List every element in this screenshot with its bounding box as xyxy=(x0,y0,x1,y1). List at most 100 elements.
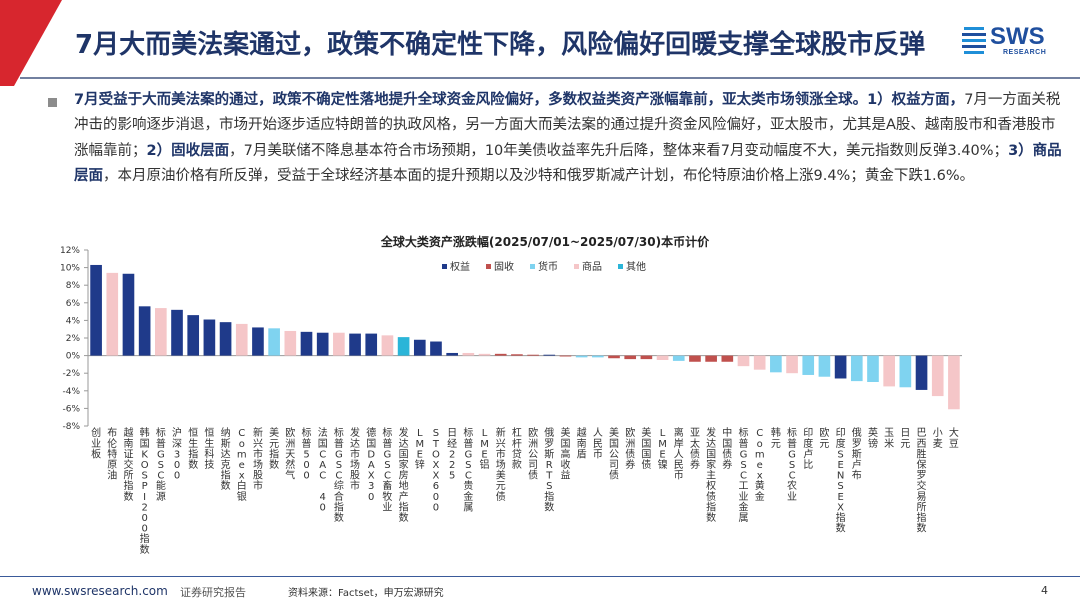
logo-text: SWS xyxy=(990,23,1045,50)
bar xyxy=(106,272,119,356)
bar xyxy=(381,335,394,356)
x-tick-label: 亚太债券 xyxy=(690,428,700,471)
chart-legend: 权益 固收 货币 商品 其他 xyxy=(442,260,646,273)
bar xyxy=(753,355,766,370)
bar xyxy=(737,355,750,367)
x-tick-label: 越南盾 xyxy=(577,426,587,460)
x-tick-label: 沪深 3 0 0 xyxy=(172,426,182,481)
x-tick-label: 美国公司债 xyxy=(609,426,619,481)
bullet-square-icon xyxy=(48,98,57,107)
y-tick-label: -2% xyxy=(62,369,80,379)
bar xyxy=(511,354,523,356)
y-tick-label: 0% xyxy=(66,352,81,362)
y-tick-label: -6% xyxy=(62,404,80,414)
x-tick-label: 印度卢比 xyxy=(803,427,813,471)
x-tick-label: 印度 S E N S E X 指数 xyxy=(836,427,846,534)
bar xyxy=(948,355,960,410)
x-tick-label: 新兴市场股市 xyxy=(253,426,263,492)
legend-swatch xyxy=(530,264,535,269)
y-tick-label: -8% xyxy=(62,422,80,432)
footer-report-type: 证券研究报告 xyxy=(180,586,246,599)
bar xyxy=(446,352,458,356)
x-tick-label: 美元指数 xyxy=(269,426,279,471)
summary-paragraph: 7月受益于大而美法案的通过，政策不确定性落地提升全球资金风险偏好，多数权益类资产… xyxy=(74,88,1064,190)
bar xyxy=(187,315,200,356)
logo-subtext: RESEARCH xyxy=(1003,49,1047,56)
y-tick-label: 8% xyxy=(66,281,81,291)
y-tick-label: 10% xyxy=(60,264,80,274)
x-tick-label: 发达国家房地产指数 xyxy=(399,426,409,524)
bar xyxy=(786,355,798,374)
bar xyxy=(138,306,151,356)
bar xyxy=(284,330,297,356)
x-tick-label: 发达市场股市 xyxy=(350,426,360,492)
summary-bold-1: 7月受益于大而美法案的通过，政策不确定性落地提升全球资金风险偏好，多数权益类资产… xyxy=(74,92,965,108)
bar xyxy=(818,355,831,377)
sws-logo-icon xyxy=(962,27,986,54)
bar xyxy=(608,355,620,359)
bar xyxy=(883,355,895,387)
bar xyxy=(931,355,944,397)
bar xyxy=(90,264,102,356)
x-tick-label: 标普 G S C 农业 xyxy=(787,427,797,503)
bar xyxy=(203,319,216,356)
bar xyxy=(575,355,588,358)
bar xyxy=(543,354,556,356)
bar xyxy=(672,355,685,361)
x-tick-label: 恒生科技 xyxy=(204,426,214,471)
x-tick-label: 布伦特原油 xyxy=(107,427,117,481)
y-axis: -8% -6% -4% -2% 0% 2% 4% 6% 8% 10% 12% xyxy=(60,246,962,432)
sws-logo: SWS RESEARCH xyxy=(962,22,1066,62)
bar xyxy=(770,355,782,373)
bar xyxy=(640,355,653,360)
summary-text-3: ，本月原油价格有所反弹，受益于全球经济基本面的提升预期以及沙特和俄罗斯减产计划，… xyxy=(103,168,975,185)
bar xyxy=(333,332,345,356)
bar xyxy=(656,355,669,360)
summary-text-2: ，7月美联储不降息基本符合市场预期，10年美债收益率先升后降，整体来看7月变动幅… xyxy=(229,142,1009,159)
bar xyxy=(899,355,912,388)
summary-bold-2: 2）固收层面 xyxy=(146,142,230,159)
page-number: 4 xyxy=(1041,584,1048,597)
x-tick-label: 人民币 xyxy=(593,427,603,460)
x-tick-label: 欧元 xyxy=(819,427,829,450)
bar xyxy=(915,355,928,390)
x-tick-label: 纳斯达克指数 xyxy=(221,426,231,492)
summary-text-1: 7月一方面关税冲击的影响逐步消退，市场开始逐步适应特朗普的执政风格，另一方面大而… xyxy=(74,92,1061,159)
x-tick-label: 韩元 xyxy=(771,426,781,450)
bar xyxy=(527,354,539,356)
x-tick-label: 标普 G S C 贵金属 xyxy=(463,427,473,513)
bar xyxy=(397,337,410,356)
legend-swatch xyxy=(618,264,623,269)
bar xyxy=(316,332,329,356)
x-tick-label: 恒生指数 xyxy=(188,426,198,471)
bar xyxy=(171,309,183,356)
bar xyxy=(494,353,507,356)
x-tick-label: 创业板 xyxy=(91,426,101,460)
footer-website-link[interactable]: www.swsresearch.com xyxy=(32,584,168,598)
legend-label: 权益 xyxy=(450,260,470,273)
x-tick-label: 英镑 xyxy=(868,426,878,450)
x-tick-label: 巴西胜保罗交易所指数 xyxy=(917,427,927,534)
bar xyxy=(559,355,572,357)
x-tick-label: 杠杆贷款 xyxy=(512,426,522,471)
legend-swatch xyxy=(442,264,447,269)
x-tick-label: 欧洲债券 xyxy=(625,427,635,471)
bar xyxy=(219,322,232,356)
y-tick-label: 4% xyxy=(66,316,81,326)
x-tick-label: 标普 5 0 0 xyxy=(302,427,312,481)
summary-bold-3: 3）商品层面 xyxy=(74,142,1062,185)
legend-label: 商品 xyxy=(582,260,602,273)
bar xyxy=(624,355,637,360)
asset-return-bar-chart: 全球大类资产涨跌幅(2025/07/01~2025/07/30)本币计价 -8%… xyxy=(60,234,962,556)
bars xyxy=(90,264,960,410)
bar xyxy=(122,273,135,356)
y-tick-label: 12% xyxy=(60,246,80,256)
x-tick-label: 玉米 xyxy=(884,428,894,450)
